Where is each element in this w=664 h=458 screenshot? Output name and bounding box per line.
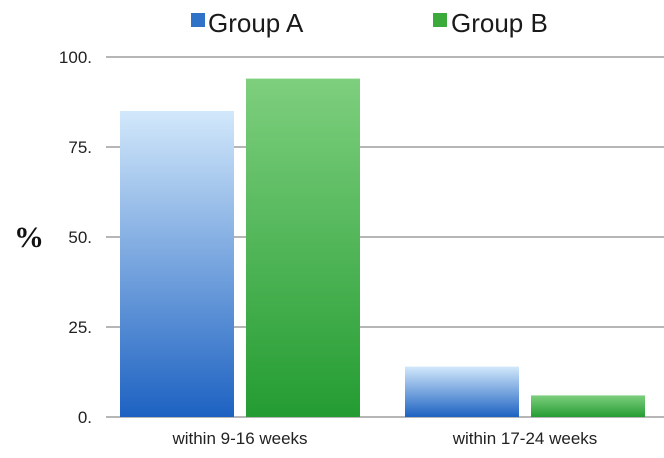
bar-group-a [120,111,234,417]
bar-group-b [246,78,360,417]
legend-swatch [433,13,447,27]
x-category-label: within 17-24 weeks [452,429,598,448]
y-tick-label: 50. [68,228,92,247]
y-tick-label: 100. [59,48,92,67]
legend-label: Group A [208,8,304,38]
x-axis-labels: within 9-16 weeks within 17-24 weeks [171,429,597,448]
bars [120,78,645,417]
y-tick-label: 25. [68,318,92,337]
legend-swatch [191,13,205,27]
y-tick-label: 0. [78,408,92,427]
y-axis-label: % [14,221,44,254]
x-category-label: within 9-16 weeks [171,429,307,448]
legend-label: Group B [451,8,548,38]
bar-group-b [531,395,645,417]
y-tick-label: 75. [68,138,92,157]
legend: Group A Group B [191,8,548,38]
bar-group-a [405,366,519,417]
y-axis-ticks: 0. 25. 50. 75. 100. [59,48,92,427]
